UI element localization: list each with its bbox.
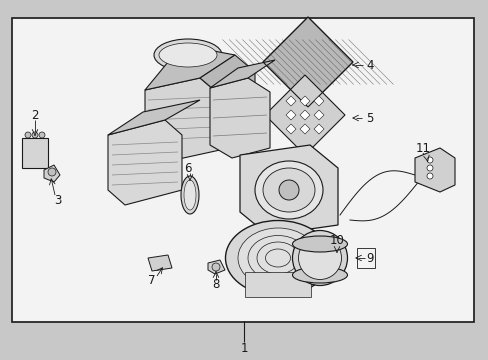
Text: 3: 3 bbox=[54, 194, 61, 207]
Circle shape bbox=[48, 168, 56, 176]
Polygon shape bbox=[414, 148, 454, 192]
Polygon shape bbox=[108, 100, 200, 135]
Ellipse shape bbox=[247, 235, 307, 280]
Circle shape bbox=[25, 132, 31, 138]
Bar bbox=[356, 248, 374, 268]
Ellipse shape bbox=[292, 236, 347, 252]
Polygon shape bbox=[263, 17, 352, 107]
Ellipse shape bbox=[257, 242, 298, 274]
Polygon shape bbox=[44, 165, 60, 182]
FancyBboxPatch shape bbox=[12, 18, 473, 322]
Bar bbox=[244, 272, 310, 297]
Ellipse shape bbox=[238, 228, 317, 288]
Polygon shape bbox=[264, 75, 345, 155]
Ellipse shape bbox=[254, 161, 323, 219]
Text: 5: 5 bbox=[366, 112, 373, 125]
Circle shape bbox=[32, 132, 38, 138]
Polygon shape bbox=[299, 110, 309, 120]
Polygon shape bbox=[209, 78, 269, 158]
Polygon shape bbox=[200, 55, 254, 150]
Polygon shape bbox=[299, 124, 309, 134]
Bar bbox=[13, 19, 472, 321]
Ellipse shape bbox=[159, 43, 217, 67]
Ellipse shape bbox=[292, 230, 347, 285]
Polygon shape bbox=[313, 96, 324, 106]
Circle shape bbox=[279, 180, 298, 200]
Circle shape bbox=[426, 165, 432, 171]
Ellipse shape bbox=[183, 180, 196, 210]
Circle shape bbox=[212, 263, 220, 271]
Bar bbox=[13, 19, 472, 321]
Text: 6: 6 bbox=[184, 162, 191, 175]
Polygon shape bbox=[313, 124, 324, 134]
Text: 8: 8 bbox=[212, 279, 219, 292]
Ellipse shape bbox=[225, 220, 330, 296]
Ellipse shape bbox=[265, 249, 290, 267]
Ellipse shape bbox=[263, 168, 314, 212]
Polygon shape bbox=[285, 96, 295, 106]
Ellipse shape bbox=[298, 237, 341, 279]
Polygon shape bbox=[240, 145, 337, 235]
Polygon shape bbox=[285, 110, 295, 120]
Polygon shape bbox=[22, 138, 48, 168]
Circle shape bbox=[426, 157, 432, 163]
Ellipse shape bbox=[181, 176, 199, 214]
Circle shape bbox=[426, 173, 432, 179]
Text: 10: 10 bbox=[329, 234, 344, 247]
Polygon shape bbox=[145, 78, 220, 162]
Polygon shape bbox=[313, 110, 324, 120]
Ellipse shape bbox=[292, 267, 347, 283]
Polygon shape bbox=[145, 45, 235, 90]
Text: 4: 4 bbox=[366, 59, 373, 72]
Text: 11: 11 bbox=[415, 141, 429, 154]
Text: 1: 1 bbox=[240, 342, 247, 355]
Polygon shape bbox=[148, 255, 172, 271]
Polygon shape bbox=[285, 124, 295, 134]
Text: 9: 9 bbox=[366, 252, 373, 265]
Text: 2: 2 bbox=[31, 108, 39, 122]
Polygon shape bbox=[299, 96, 309, 106]
Circle shape bbox=[39, 132, 45, 138]
Text: 7: 7 bbox=[148, 274, 156, 287]
Polygon shape bbox=[108, 120, 182, 205]
Ellipse shape bbox=[154, 39, 222, 71]
Polygon shape bbox=[207, 260, 224, 274]
Polygon shape bbox=[209, 60, 274, 88]
